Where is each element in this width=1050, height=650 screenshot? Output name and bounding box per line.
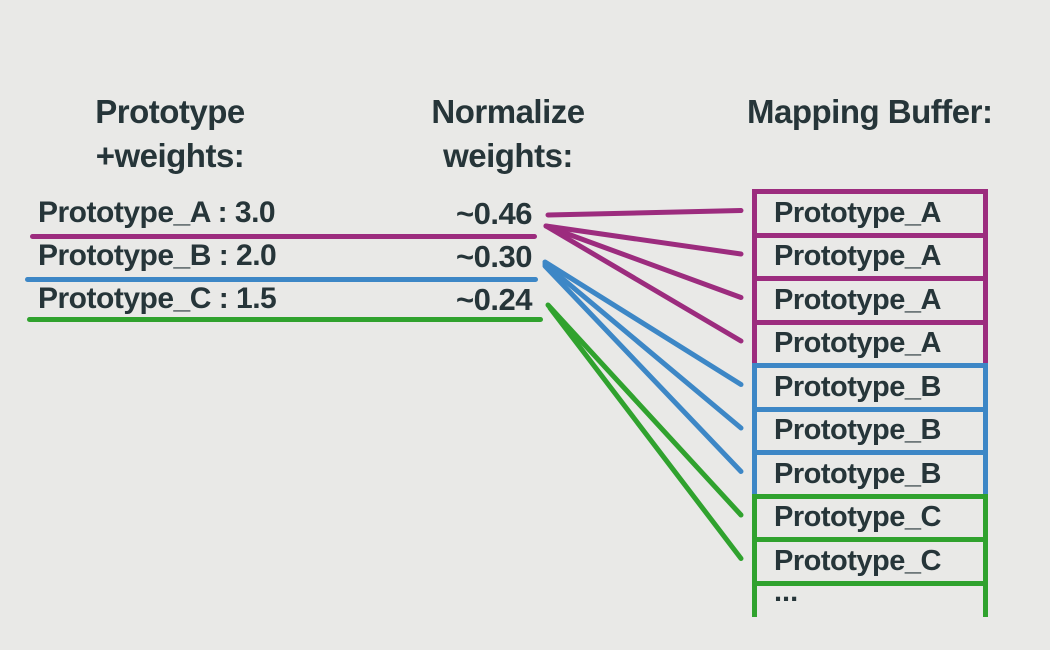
- connection-line: [547, 305, 744, 561]
- weight-underline: [27, 317, 543, 322]
- buffer-cell-label: Prototype_A: [774, 196, 941, 229]
- mapping-buffer-stack: Prototype_A Prototype_A Prototype_A Prot…: [752, 189, 988, 586]
- connection-line: [545, 302, 744, 518]
- buffer-overflow-cell: ...: [752, 578, 988, 617]
- buffer-cell: Prototype_B: [752, 363, 988, 412]
- buffer-overflow-label: ...: [774, 576, 799, 608]
- middle-heading-line2: weights:: [443, 137, 573, 174]
- normalized-weight-value: ~0.30: [456, 239, 532, 274]
- connection-line: [543, 223, 744, 300]
- buffer-cell-label: Prototype_A: [774, 240, 941, 273]
- left-heading-line2: +weights:: [95, 137, 245, 174]
- prototype-weight-label: Prototype_A : 3.0: [38, 196, 276, 229]
- prototype-weight-label: Prototype_B : 2.0: [38, 239, 277, 272]
- left-column-heading: Prototype +weights:: [55, 90, 285, 178]
- connection-line: [543, 223, 744, 257]
- middle-column-heading: Normalize weights:: [383, 90, 633, 178]
- buffer-cell: Prototype_C: [752, 537, 988, 586]
- prototype-weight-label: Prototype_C : 1.5: [38, 282, 277, 315]
- buffer-cell-label: Prototype_A: [774, 327, 941, 360]
- middle-heading-line1: Normalize: [431, 93, 585, 130]
- normalized-weight-value: ~0.46: [456, 196, 532, 231]
- buffer-cell: Prototype_B: [752, 406, 988, 455]
- buffer-cell: Prototype_C: [752, 493, 988, 542]
- buffer-cell-label: Prototype_C: [774, 501, 941, 534]
- buffer-cell: Prototype_B: [752, 450, 988, 499]
- left-heading-line1: Prototype: [95, 93, 245, 130]
- weight-underline: [25, 277, 538, 282]
- buffer-cell: Prototype_A: [752, 232, 988, 281]
- buffer-cell: Prototype_A: [752, 276, 988, 325]
- mapping-buffer-heading: Mapping Buffer:: [747, 93, 993, 130]
- connection-line: [542, 261, 744, 431]
- connection-line: [542, 259, 744, 387]
- connection-line: [542, 263, 744, 474]
- connection-line: [545, 208, 744, 218]
- buffer-cell: Prototype_A: [752, 189, 988, 238]
- connection-line: [543, 223, 744, 344]
- buffer-cell-label: Prototype_A: [774, 283, 941, 316]
- buffer-cell: Prototype_A: [752, 319, 988, 368]
- buffer-cell-label: Prototype_C: [774, 544, 941, 577]
- buffer-cell-label: Prototype_B: [774, 457, 941, 490]
- weight-underline: [30, 234, 537, 239]
- buffer-cell-label: Prototype_B: [774, 370, 941, 403]
- normalized-weight-value: ~0.24: [456, 282, 532, 317]
- buffer-cell-label: Prototype_B: [774, 414, 941, 447]
